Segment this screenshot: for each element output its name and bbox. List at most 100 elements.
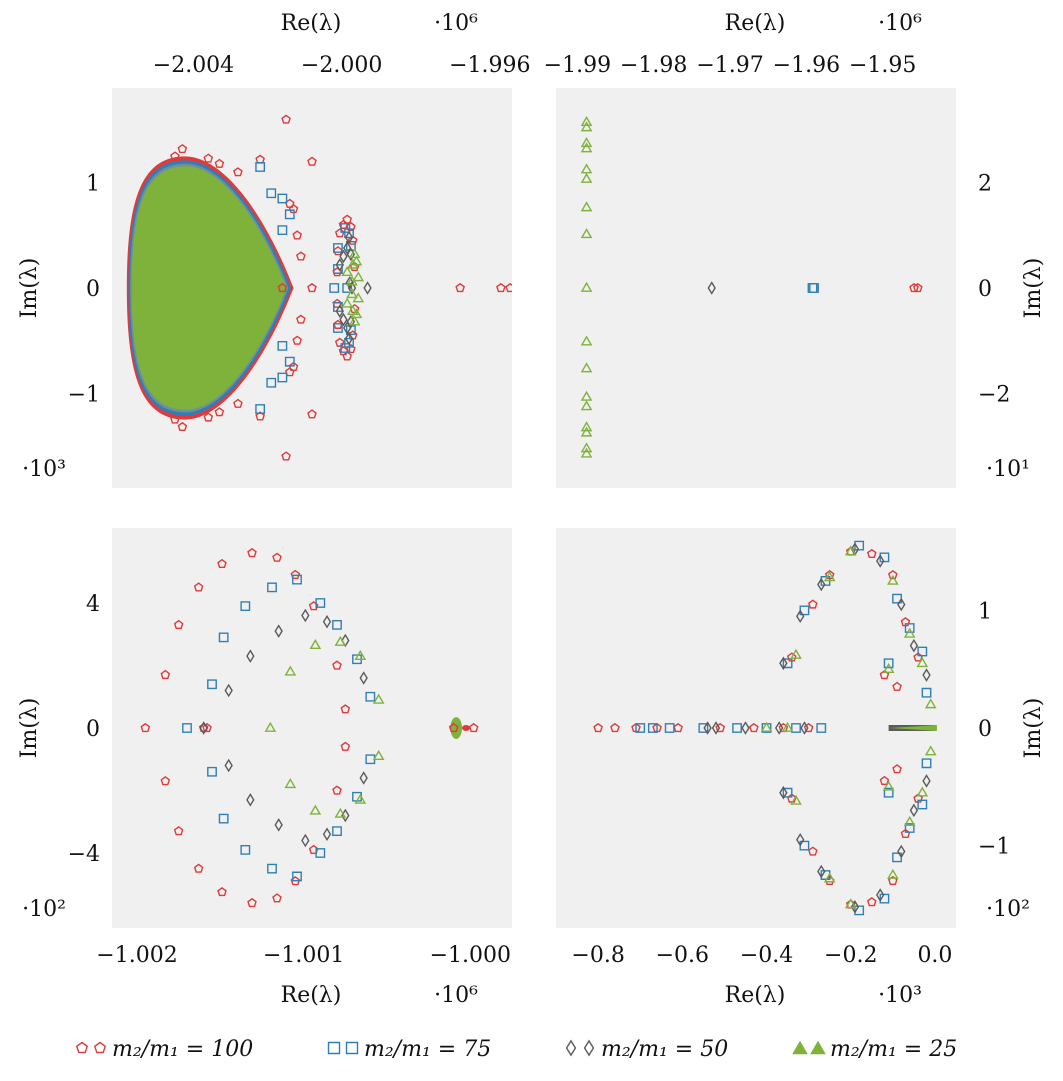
point-pentagon <box>290 569 301 579</box>
point-diamond <box>343 241 352 255</box>
legend-label: m₂/m₁ = 100 <box>112 1037 253 1062</box>
point-pentagon <box>296 251 306 261</box>
legend-label: m₂/m₁ = 75 <box>364 1037 491 1062</box>
point-diamond <box>345 275 354 290</box>
point-pentagon <box>292 335 303 345</box>
point-pentagon <box>913 282 923 293</box>
point-square <box>879 552 890 563</box>
point-diamond <box>703 721 712 735</box>
panel-bottom-right: −0.8 −0.6 −0.4 −0.2 0.0 1 0 −1 Re(λ) Im(λ) ·10³ ·10… <box>556 528 1046 1008</box>
point-diamond <box>274 624 283 638</box>
y-tick-label: 0 <box>86 277 100 302</box>
point-square <box>883 787 894 798</box>
point-triangle <box>887 574 899 585</box>
y-tick-label: 0 <box>978 277 992 302</box>
point-square <box>277 372 288 383</box>
point-square <box>344 228 354 239</box>
point-square <box>917 799 928 810</box>
point-diamond <box>850 900 860 914</box>
point-diamond <box>363 281 372 295</box>
point-pentagon <box>247 547 257 558</box>
point-pentagon <box>340 704 351 714</box>
point-triangle <box>580 142 593 153</box>
point-pentagon <box>255 411 265 421</box>
x-tick-label: −1.001 <box>263 943 344 968</box>
point-triangle <box>264 721 277 732</box>
legend-label: m₂/m₁ = 25 <box>830 1037 957 1062</box>
plot-area <box>593 540 937 916</box>
y-tick-label: 0 <box>86 717 100 742</box>
x-axis-label: Re(λ) <box>725 983 786 1008</box>
point-square <box>240 844 251 855</box>
point-triangle <box>580 172 593 183</box>
point-triangle <box>823 571 836 582</box>
point-triangle <box>348 248 361 259</box>
y-tick-label: 2 <box>978 172 992 197</box>
point-triangle <box>580 400 593 411</box>
point-diamond <box>711 721 721 735</box>
point-pentagon <box>468 722 479 733</box>
point-triangle <box>309 638 322 650</box>
y-scale-label: ·10³ <box>22 457 66 482</box>
x-tick-label: −1.97 <box>696 53 763 78</box>
y-tick-label: −1 <box>978 835 1010 860</box>
point-pentagon <box>888 569 898 580</box>
point-square <box>218 813 229 824</box>
point-pentagon <box>292 230 303 240</box>
point-diamond <box>322 614 332 629</box>
point-square <box>635 723 646 733</box>
point-pentagon <box>342 214 353 224</box>
point-pentagon <box>333 246 343 256</box>
point-triangle <box>844 545 857 556</box>
point-diamond <box>817 864 826 879</box>
point-pentagon <box>496 282 506 293</box>
series-blue <box>807 283 819 293</box>
series-green <box>264 635 385 818</box>
dense-envelope-green <box>131 166 287 410</box>
legend-marker-diamond <box>583 1039 595 1057</box>
point-pentagon <box>803 722 814 733</box>
x-tick-label: −0.2 <box>824 943 877 968</box>
point-diamond <box>335 304 344 318</box>
point-square <box>332 826 342 837</box>
point-pentagon <box>308 844 319 854</box>
point-triangle <box>580 335 593 346</box>
x-tick-label: −2.000 <box>301 53 382 78</box>
point-pentagon <box>307 282 317 293</box>
point-pentagon <box>333 319 343 329</box>
y-axis-label: Im(λ) <box>17 258 42 319</box>
legend-item: m₂/m₁ = 25 <box>792 1037 957 1062</box>
x-tick-label: −0.8 <box>571 943 624 968</box>
point-triangle <box>924 698 937 709</box>
point-pentagon <box>715 722 726 733</box>
point-triangle <box>790 648 802 659</box>
y-tick-label: 0 <box>978 717 992 742</box>
point-pentagon <box>203 412 214 422</box>
point-triangle <box>346 258 359 269</box>
point-diamond <box>359 671 368 685</box>
point-square <box>315 598 326 608</box>
point-pentagon <box>888 875 898 886</box>
y-axis-label: Im(λ) <box>17 698 42 759</box>
point-pentagon <box>272 552 282 562</box>
y-axis-label: Im(λ) <box>1021 698 1046 759</box>
series-gray <box>335 230 372 346</box>
point-diamond <box>199 721 208 735</box>
point-triangle <box>580 281 593 292</box>
point-square <box>292 574 302 585</box>
point-pentagon <box>879 775 890 786</box>
x-tick-label: −1.002 <box>96 943 177 968</box>
point-pentagon <box>214 407 225 417</box>
y-scale-label: ·10² <box>22 897 66 922</box>
point-pentagon <box>281 114 291 124</box>
point-diamond <box>274 818 283 832</box>
point-diamond <box>343 321 352 335</box>
legend-marker-triangle <box>792 1040 808 1055</box>
point-triangle <box>346 304 359 316</box>
point-triangle <box>823 872 836 883</box>
point-triangle <box>882 780 895 791</box>
point-triangle <box>580 442 593 453</box>
point-triangle <box>346 288 358 299</box>
panel-background <box>112 528 512 928</box>
